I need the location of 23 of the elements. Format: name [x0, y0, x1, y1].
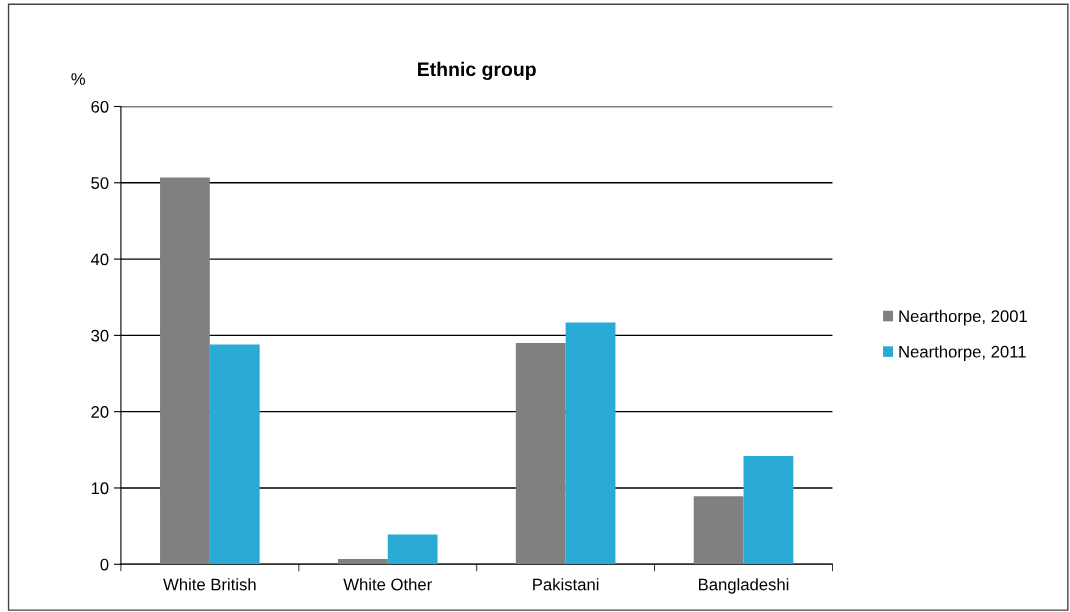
x-tick-label: Bangladeshi — [699, 578, 789, 594]
bar — [160, 177, 210, 565]
y-tick-label: 0 — [100, 558, 109, 571]
bar — [515, 343, 566, 565]
bar — [209, 344, 260, 565]
y-tick-label: 50 — [91, 177, 109, 189]
x-tick-label: Pakistani — [533, 578, 599, 591]
y-tick-label: 40 — [90, 253, 109, 266]
x-tick-label: White British — [163, 578, 256, 591]
legend-label: Nearthorpe, 2001 — [899, 309, 1027, 326]
y-tick-label: 20 — [91, 406, 109, 418]
y-axis-title: % — [71, 73, 86, 85]
bar — [565, 322, 616, 565]
bar — [337, 558, 388, 565]
y-tick-label: 30 — [91, 329, 109, 342]
y-tick-label: 10 — [91, 482, 109, 495]
y-tick-label: 60 — [91, 100, 109, 113]
x-tick-label: White Other — [343, 578, 432, 591]
bar — [387, 534, 438, 565]
bar — [743, 455, 794, 565]
chart-title: Ethnic group — [418, 61, 536, 81]
legend-label: Nearthorpe, 2011 — [899, 345, 1026, 361]
bar — [693, 496, 744, 565]
